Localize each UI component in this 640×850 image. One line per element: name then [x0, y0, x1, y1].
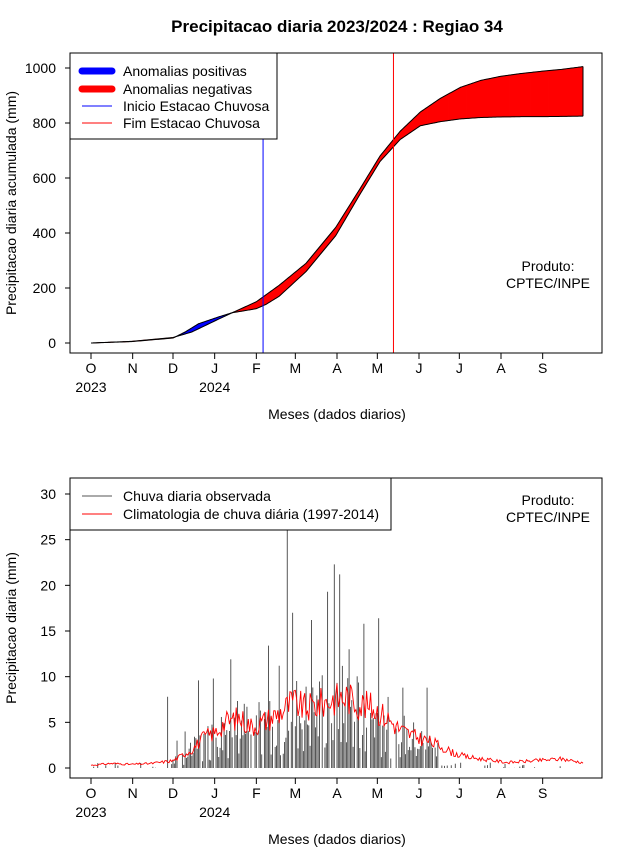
climatology-daily-line	[90, 683, 584, 766]
top-year-label: 2024	[199, 379, 230, 395]
legend-label-negative: Anomalias negativas	[123, 81, 252, 97]
bottom-xtick-label: J	[456, 785, 463, 801]
bottom-xtick-label: N	[128, 785, 138, 801]
bottom-xtick-label: F	[252, 785, 261, 801]
top-x-axis: O N D J F M A M J J A S 2023 2024	[75, 353, 547, 395]
bottom-ylabel: Precipitacao diaria (mm)	[3, 552, 19, 704]
top-ytick-label: 1000	[25, 60, 56, 76]
top-xtick-label: M	[371, 360, 383, 376]
bottom-ytick-label: 30	[40, 486, 56, 502]
top-chart-areas	[90, 66, 584, 344]
top-xlabel: Meses (dados diarios)	[268, 406, 406, 422]
bottom-xtick-label: J	[211, 785, 218, 801]
bottom-ytick-label: 20	[40, 577, 56, 593]
bottom-legend: Chuva diaria observada Climatologia de c…	[69, 477, 392, 531]
top-ylabel: Precipitacao diaria acumulada (mm)	[3, 91, 19, 315]
top-year-label: 2023	[75, 379, 106, 395]
bottom-legend-box	[69, 477, 392, 531]
top-xtick-label: J	[211, 360, 218, 376]
top-ytick-label: 800	[33, 115, 57, 131]
top-legend: Anomalias positivas Anomalias negativas …	[69, 52, 278, 140]
top-xtick-label: S	[538, 360, 547, 376]
top-xtick-label: D	[168, 360, 178, 376]
bottom-product-label: Produto:	[522, 492, 575, 508]
bottom-xlabel: Meses (dados diarios)	[268, 831, 406, 847]
top-xtick-label: A	[496, 360, 506, 376]
top-xtick-label: J	[456, 360, 463, 376]
bottom-xtick-label: M	[371, 785, 383, 801]
top-chart: 0 200 400 600 800 1000 O N D J F M A M J J A S 2023 2024 P…	[3, 52, 603, 422]
top-product-source: CPTEC/INPE	[506, 275, 590, 291]
top-xtick-label: F	[252, 360, 261, 376]
bottom-x-axis: O N D J F M A M J J A S 2023 2024	[75, 778, 547, 820]
bottom-chart: 0 5 10 15 20 25 30 O N D J F M A M J J A S 2023 2024 Precip…	[3, 477, 603, 847]
legend-label-observed: Chuva diaria observada	[123, 488, 271, 504]
top-ytick-label: 0	[48, 335, 56, 351]
top-legend-box	[69, 52, 278, 140]
top-xtick-label: N	[128, 360, 138, 376]
top-xtick-label: A	[332, 360, 342, 376]
legend-label-positive: Anomalias positivas	[123, 63, 247, 79]
bottom-xtick-label: A	[496, 785, 506, 801]
observed-cumulative-line	[90, 115, 584, 344]
bottom-xtick-label: A	[332, 785, 342, 801]
bottom-year-label: 2024	[199, 804, 230, 820]
bottom-xtick-label: M	[289, 785, 301, 801]
top-ytick-label: 400	[33, 225, 57, 241]
top-ytick-label: 600	[33, 170, 57, 186]
bottom-ytick-label: 15	[40, 623, 56, 639]
bottom-xtick-label: O	[86, 785, 97, 801]
bottom-product-source: CPTEC/INPE	[506, 509, 590, 525]
top-xtick-label: J	[416, 360, 423, 376]
bottom-year-label: 2023	[75, 804, 106, 820]
top-y-axis: 0 200 400 600 800 1000	[25, 60, 70, 351]
legend-label-onset: Inicio Estacao Chuvosa	[123, 98, 270, 114]
bottom-ytick-label: 5	[48, 714, 56, 730]
bottom-ytick-label: 10	[40, 669, 56, 685]
bottom-xtick-label: S	[538, 785, 547, 801]
bottom-xtick-label: D	[168, 785, 178, 801]
legend-label-climatology: Climatologia de chuva diária (1997-2014)	[123, 506, 379, 522]
bottom-ytick-label: 0	[48, 760, 56, 776]
season-lines	[262, 53, 394, 353]
top-product-label: Produto:	[522, 258, 575, 274]
bottom-y-axis: 0 5 10 15 20 25 30	[40, 486, 70, 776]
top-ytick-label: 200	[33, 280, 57, 296]
figure-title: Precipitacao diaria 2023/2024 : Regiao 3…	[171, 17, 503, 36]
top-xtick-label: O	[86, 360, 97, 376]
climatology-line	[90, 683, 584, 766]
top-plot-frame	[69, 52, 603, 354]
top-xtick-label: M	[289, 360, 301, 376]
bottom-ytick-label: 25	[40, 532, 56, 548]
legend-label-end: Fim Estacao Chuvosa	[123, 115, 260, 131]
bottom-xtick-label: J	[416, 785, 423, 801]
observed-bars	[93, 521, 561, 768]
